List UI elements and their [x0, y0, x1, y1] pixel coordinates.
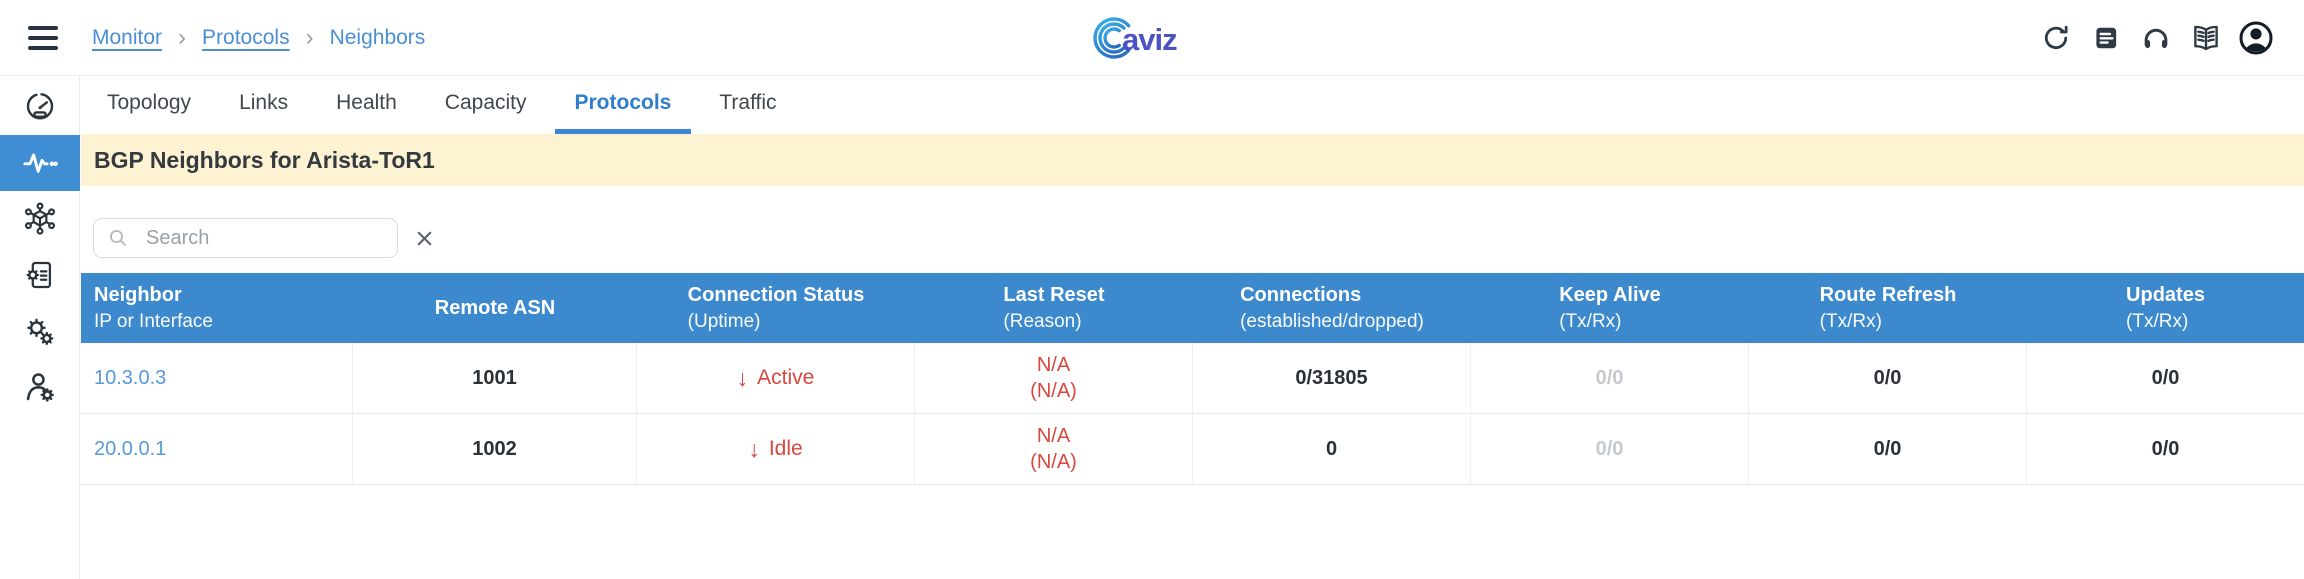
neighbor-ip-link[interactable]: 10.3.0.3	[94, 366, 167, 389]
chevron-right-icon: ›	[305, 23, 314, 51]
user-admin-icon	[26, 373, 54, 402]
docs-book-icon[interactable]	[2188, 20, 2224, 56]
connection-status: ↓ Active	[737, 366, 815, 390]
connection-status-label: Idle	[768, 437, 803, 460]
tab-bar: Topology Links Health Capacity Protocols…	[81, 77, 2304, 134]
col-header-keep-alive: Keep Alive (Tx/Rx)	[1559, 283, 1661, 332]
chevron-right-icon: ›	[178, 23, 187, 51]
breadcrumb-monitor[interactable]: Monitor	[92, 25, 163, 49]
updates-value: 0/0	[2151, 437, 2180, 460]
last-reset-value: N/A (N/A)	[1030, 425, 1077, 473]
refresh-icon[interactable]	[2038, 20, 2074, 56]
bgp-neighbors-table: Neighbor IP or Interface Remote ASN Conn…	[81, 273, 2304, 485]
sidebar-item-config[interactable]	[0, 247, 80, 303]
tab-protocols[interactable]: Protocols	[554, 77, 692, 134]
tab-health[interactable]: Health	[336, 91, 397, 114]
search-input[interactable]	[144, 225, 413, 251]
sidebar-item-settings[interactable]	[0, 303, 80, 359]
logo-wordmark: aviz	[1122, 22, 1178, 57]
connections-value: 0	[1325, 437, 1338, 460]
col-header-updates: Updates (Tx/Rx)	[2126, 283, 2205, 332]
updates-value: 0/0	[2151, 366, 2180, 389]
aviz-logo-arcs-icon	[1093, 17, 1131, 59]
connection-status-label: Active	[757, 366, 815, 389]
search-icon	[106, 226, 130, 250]
tab-links[interactable]: Links	[239, 91, 289, 114]
release-notes-icon[interactable]	[2088, 20, 2124, 56]
col-header-last-reset: Last Reset (Reason)	[1003, 283, 1105, 332]
tab-traffic[interactable]: Traffic	[719, 91, 777, 114]
table-row: 20.0.0.1 1002 ↓ Idle N/A (N/A) 0	[81, 414, 2304, 485]
main-content: Topology Links Health Capacity Protocols…	[81, 77, 2304, 579]
breadcrumb: Monitor › Protocols › Neighbors	[92, 23, 426, 51]
config-document-icon	[26, 261, 52, 289]
connection-status: ↓ Idle	[748, 437, 802, 461]
remote-asn-value: 1002	[472, 437, 517, 460]
neighbor-ip-link[interactable]: 20.0.0.1	[94, 437, 167, 460]
col-header-route-refresh: Route Refresh (Tx/Rx)	[1819, 283, 1957, 332]
remote-asn-value: 1001	[472, 366, 517, 389]
profile-avatar-icon[interactable]	[2238, 20, 2274, 56]
col-header-connections: Connections (established/dropped)	[1240, 283, 1424, 332]
breadcrumb-neighbors: Neighbors	[329, 25, 426, 49]
dashboard-gauge-icon	[26, 93, 54, 120]
col-header-connection-status: Connection Status (Uptime)	[687, 283, 865, 332]
arrow-down-icon: ↓	[748, 435, 760, 462]
support-headphones-icon[interactable]	[2138, 20, 2174, 56]
fabric-topology-icon	[24, 202, 56, 235]
last-reset-value: N/A (N/A)	[1030, 354, 1077, 402]
tab-capacity[interactable]: Capacity	[444, 91, 527, 114]
top-actions	[2038, 0, 2274, 76]
keep-alive-value: 0/0	[1595, 366, 1624, 389]
page-title-banner: BGP Neighbors for Arista-ToR1	[81, 134, 2304, 186]
hamburger-menu-icon[interactable]	[28, 25, 58, 50]
sidebar-item-dashboard[interactable]	[0, 79, 80, 135]
sidebar-item-user-admin[interactable]	[0, 359, 80, 415]
sidebar-item-fabric[interactable]	[0, 191, 80, 247]
table-header-row: Neighbor IP or Interface Remote ASN Conn…	[81, 273, 2304, 343]
keep-alive-value: 0/0	[1595, 437, 1624, 460]
table-row: 10.3.0.3 1001 ↓ Active N/A (N/A) 0/31805	[81, 343, 2304, 414]
sidebar-item-monitor[interactable]	[0, 135, 80, 191]
col-header-remote-asn: Remote ASN	[434, 296, 556, 319]
clear-search-icon[interactable]	[413, 227, 436, 250]
settings-gears-icon	[27, 318, 54, 346]
col-header-neighbor: Neighbor IP or Interface	[94, 283, 213, 332]
breadcrumb-protocols[interactable]: Protocols	[202, 25, 290, 49]
tab-topology[interactable]: Topology	[107, 91, 192, 114]
sidebar	[0, 77, 80, 579]
aviz-logo: aviz	[1087, 8, 1217, 68]
arrow-down-icon: ↓	[736, 364, 749, 391]
search-box	[93, 218, 432, 258]
connections-value: 0/31805	[1295, 366, 1368, 389]
route-refresh-value: 0/0	[1873, 366, 1902, 389]
route-refresh-value: 0/0	[1873, 437, 1902, 460]
page-title: BGP Neighbors for Arista-ToR1	[94, 146, 435, 173]
top-bar: Monitor › Protocols › Neighbors aviz	[0, 0, 2304, 76]
monitor-pulse-icon	[23, 153, 58, 173]
